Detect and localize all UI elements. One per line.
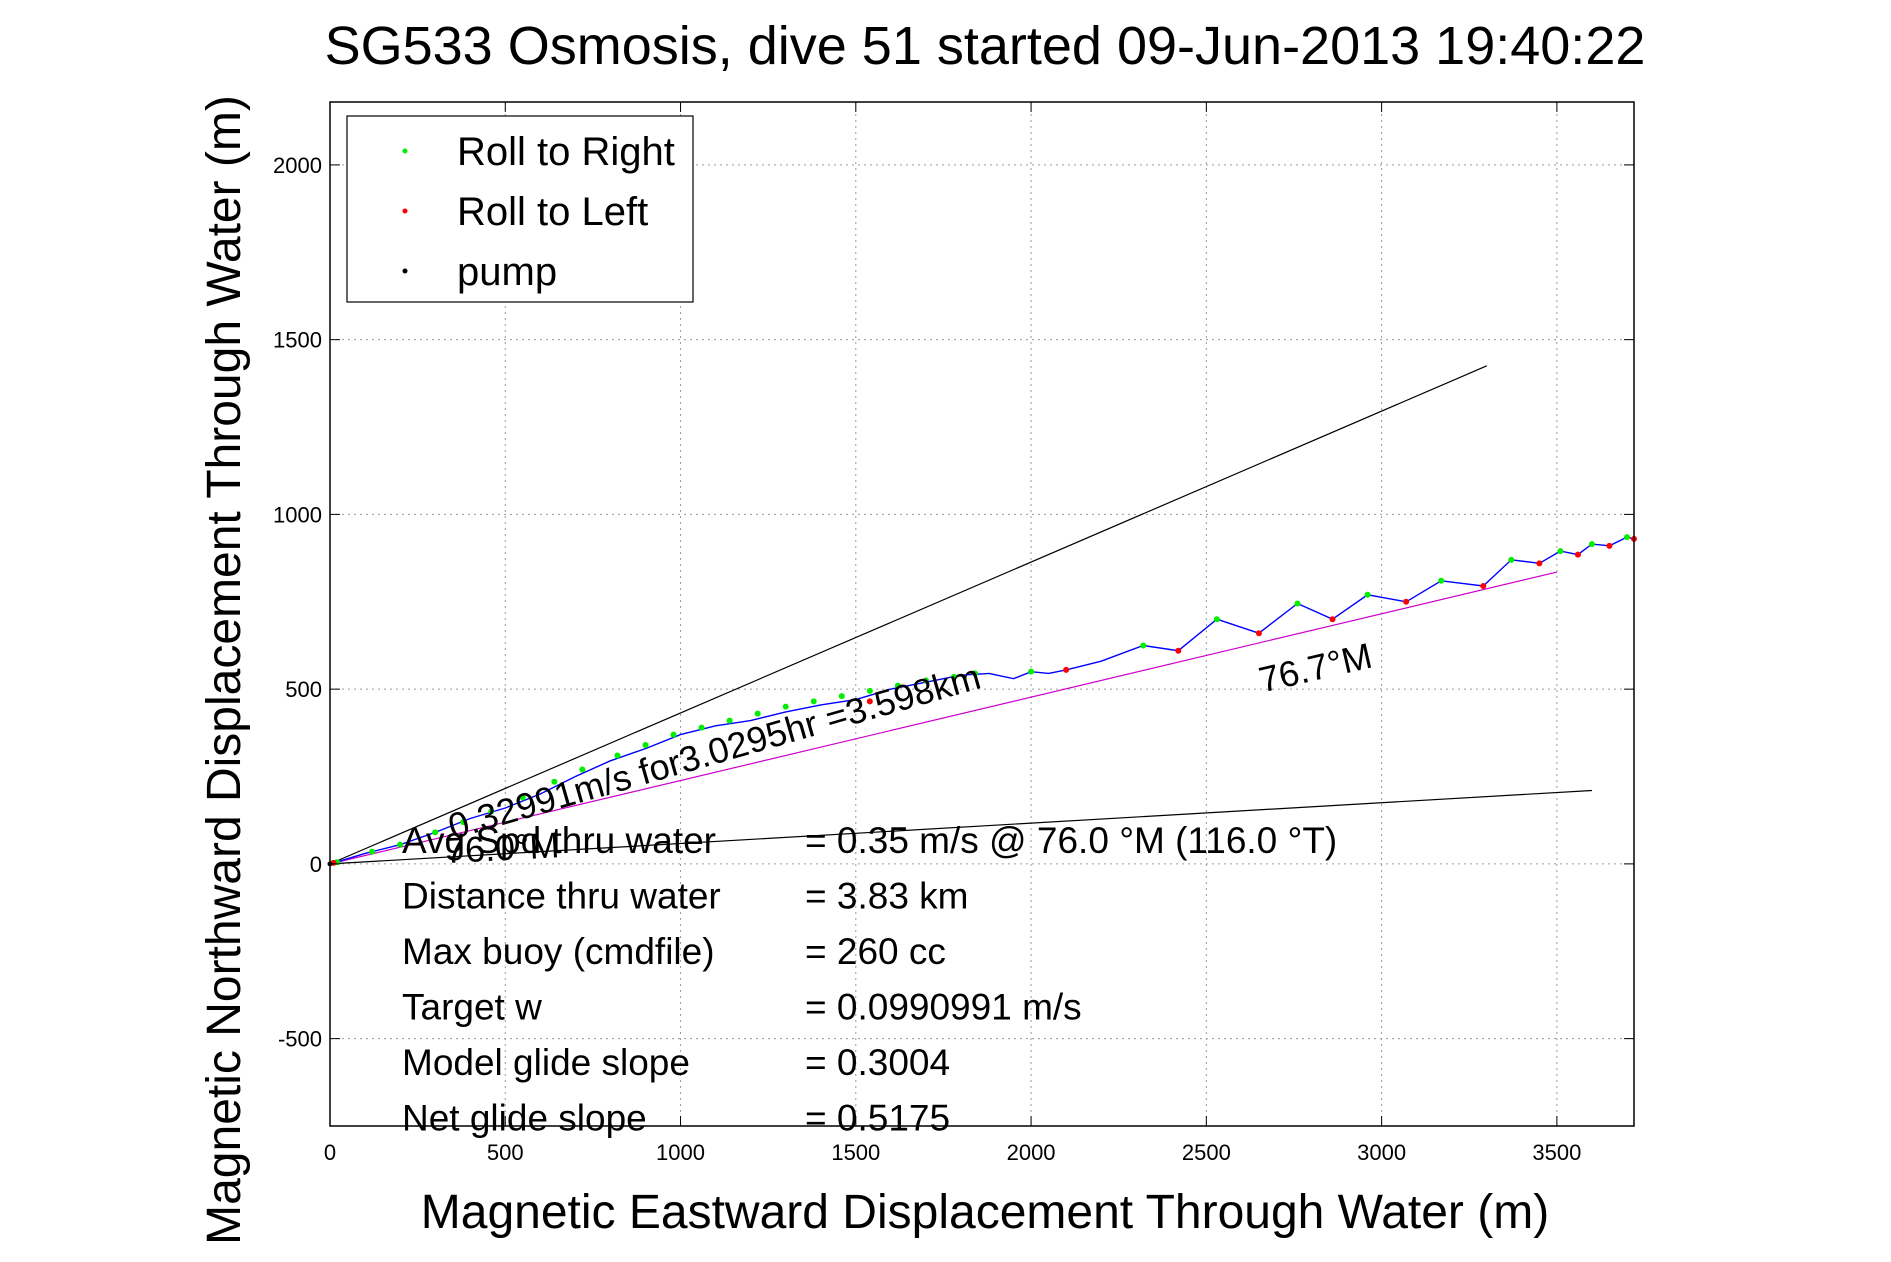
x-tick-label: 0 — [324, 1140, 336, 1165]
axes: 0 500 1000 1500 2000 2500 3000 3500 -500 0 500 1000… — [273, 101, 1635, 1165]
roll-left-point — [1536, 560, 1543, 567]
stat-label: Avg Spd thru water — [402, 820, 716, 861]
x-tick-label: 2000 — [1007, 1140, 1056, 1165]
stat-value: = 0.5175 — [805, 1098, 950, 1139]
roll-left-point — [1480, 583, 1487, 590]
stats-block: Avg Spd thru water = 0.35 m/s @ 76.0 °M (… — [402, 820, 1337, 1139]
roll-right-point — [754, 710, 761, 717]
roll-right-point — [1364, 591, 1371, 598]
roll-right-point — [579, 766, 586, 773]
legend: Roll to Right Roll to Left pump — [346, 115, 694, 303]
roll-right-point — [894, 682, 901, 689]
roll-right-point — [1508, 556, 1515, 563]
x-axis-label: Magnetic Eastward Displacement Through W… — [421, 1186, 1549, 1239]
x-tick-label: 500 — [487, 1140, 524, 1165]
stat-value: = 3.83 km — [805, 876, 969, 917]
annotation-label: 76.0°M — [444, 824, 560, 871]
stat-label: Net glide slope — [402, 1098, 647, 1139]
roll-right-point — [1213, 616, 1220, 623]
stat-value: = 0.35 m/s @ 76.0 °M (116.0 °T) — [805, 820, 1337, 861]
stat-value: = 0.0990991 m/s — [805, 987, 1082, 1028]
roll-right-point — [1294, 600, 1301, 607]
stat-value: = 0.3004 — [805, 1042, 950, 1083]
x-tick-label: 3500 — [1532, 1140, 1581, 1165]
y-tick-label: 2000 — [273, 153, 322, 178]
roll-right-point — [519, 794, 526, 801]
roll-right-point — [1140, 642, 1147, 649]
x-tick-label: 1000 — [656, 1140, 705, 1165]
legend-marker — [402, 208, 408, 214]
reference-line — [329, 789, 1592, 865]
roll-right-point — [726, 717, 733, 724]
roll-right-point — [670, 731, 677, 738]
roll-left-point — [1606, 542, 1613, 549]
roll-left-point — [1063, 666, 1070, 673]
stat-label: Model glide slope — [402, 1042, 690, 1083]
annotation-label: 0.32991m/s for3.0295hr =3.598km — [444, 656, 985, 847]
roll-right-point — [397, 841, 404, 848]
roll-right-point — [1623, 534, 1630, 541]
roll-right-point — [698, 724, 705, 731]
roll-right-point — [782, 703, 789, 710]
roll-right-point — [614, 752, 621, 759]
stat-label: Max buoy (cmdfile) — [402, 931, 715, 972]
stat-value: = 260 cc — [805, 931, 946, 972]
plot-frame — [329, 101, 1635, 1127]
y-tick-label: -500 — [278, 1027, 322, 1052]
x-tick-label: 2500 — [1182, 1140, 1231, 1165]
roll-right-point — [369, 848, 376, 855]
legend-marker — [402, 268, 408, 274]
roll-right-point — [460, 818, 467, 825]
roll-right-point — [551, 778, 558, 785]
roll-right-point — [838, 693, 845, 700]
roll-left-point — [1403, 598, 1410, 605]
legend-marker — [402, 148, 408, 154]
y-tick-label: 1500 — [273, 328, 322, 353]
roll-left-point — [1255, 630, 1262, 637]
reference-lines — [329, 365, 1592, 865]
roll-left-point — [1329, 616, 1336, 623]
roll-right-point — [1028, 668, 1035, 675]
y-axis-label: Magnetic Northward Displacement Through … — [198, 95, 251, 1245]
roll-right-point — [866, 687, 873, 694]
roll-left-point — [1574, 551, 1581, 558]
stat-label: Target w — [402, 987, 542, 1028]
annotation-label: 76.7°M — [1255, 635, 1376, 701]
y-tick-label: 500 — [285, 677, 322, 702]
roll-left-point — [1175, 647, 1182, 654]
legend-label: Roll to Right — [457, 130, 675, 174]
roll-right-point — [1557, 548, 1564, 555]
x-tick-label: 1500 — [831, 1140, 880, 1165]
y-tick-label: 1000 — [273, 502, 322, 527]
roll-right-point — [488, 808, 495, 815]
roll-right-point — [1438, 577, 1445, 584]
roll-right-point — [432, 829, 439, 836]
chart-title: SG533 Osmosis, dive 51 started 09-Jun-20… — [325, 16, 1646, 76]
roll-right-point — [642, 742, 649, 749]
roll-right-point — [922, 677, 929, 684]
roll-right-point — [1588, 541, 1595, 548]
legend-label: pump — [457, 250, 557, 294]
reference-line — [329, 571, 1558, 865]
roll-right-point — [971, 670, 978, 677]
roll-right-point — [810, 698, 817, 705]
reference-line — [329, 365, 1488, 865]
roll-left-point — [866, 698, 873, 705]
legend-label: Roll to Left — [457, 190, 648, 234]
markers — [327, 534, 1637, 867]
y-tick-label: 0 — [310, 852, 322, 877]
x-tick-label: 3000 — [1357, 1140, 1406, 1165]
stat-label: Distance thru water — [402, 876, 721, 917]
roll-right-point — [950, 673, 957, 680]
